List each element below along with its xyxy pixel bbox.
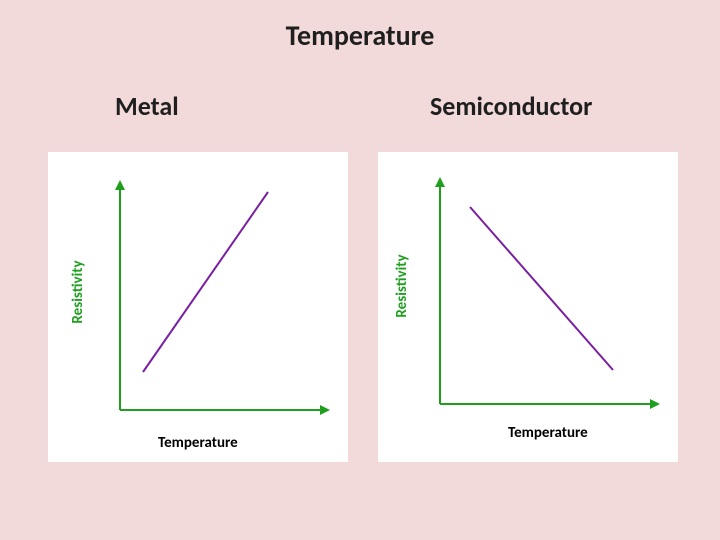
left-chart-svg [48, 152, 348, 462]
right-subtitle: Semiconductor [430, 90, 592, 122]
semiconductor-curve [470, 207, 613, 370]
slide: Temperature Metal Resistivity Temperatur… [0, 0, 720, 540]
right-chart-svg [378, 152, 678, 462]
right-x-axis-label: Temperature [508, 424, 588, 442]
left-subtitle: Metal [115, 90, 179, 122]
right-chart-panel: Resistivity Temperature [378, 152, 678, 462]
slide-title: Temperature [286, 18, 435, 53]
left-y-axis-label: Resistivity [69, 260, 87, 323]
right-y-axis-label: Resistivity [393, 254, 411, 317]
left-x-axis-label: Temperature [158, 434, 238, 452]
left-chart-panel: Resistivity Temperature [48, 152, 348, 462]
metal-curve [143, 192, 268, 372]
